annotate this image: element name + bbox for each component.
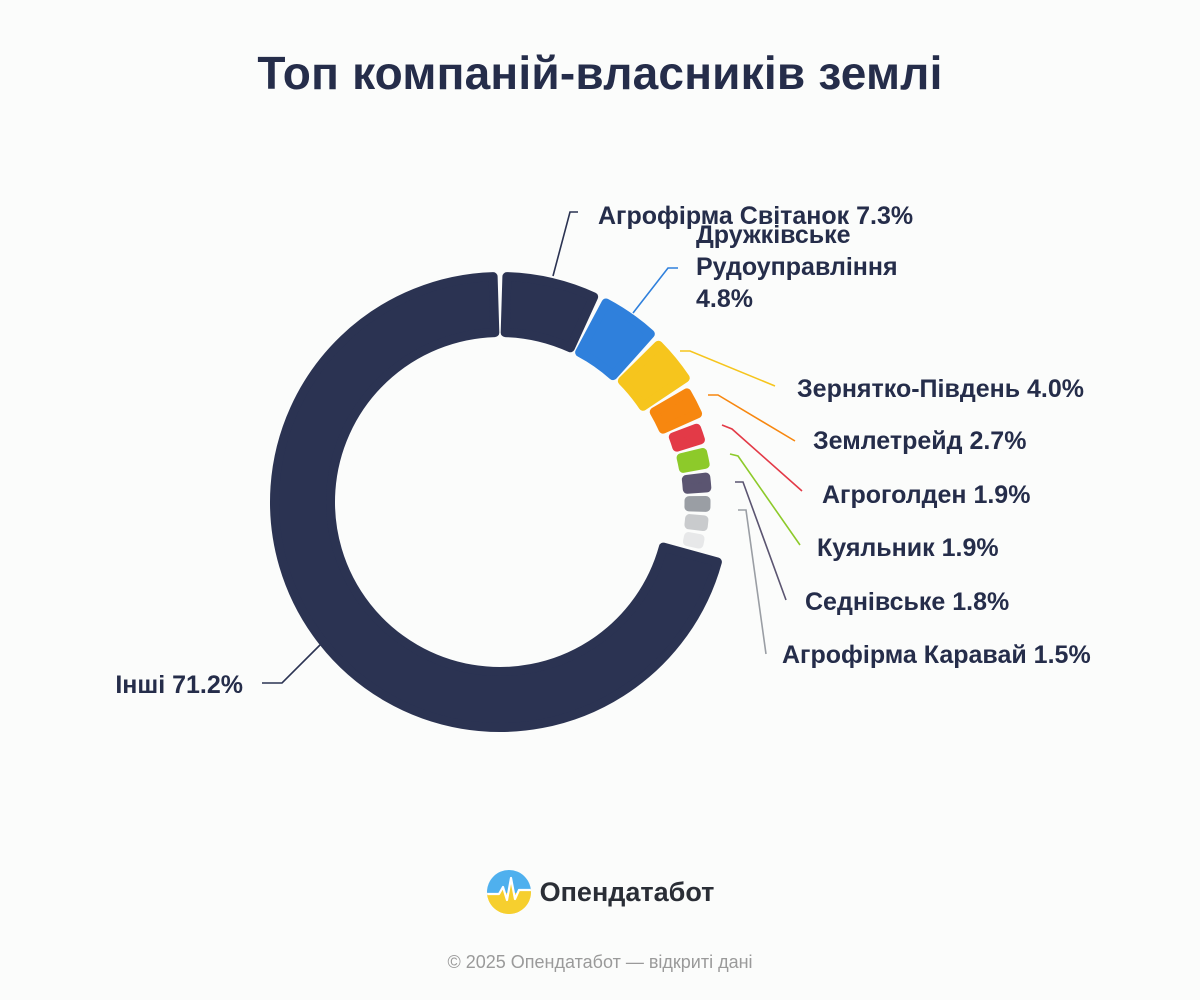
label-агрофірма-каравай: Агрофірма Каравай 1.5% (782, 641, 1091, 669)
slice-unlabeled-9 (682, 532, 705, 549)
label-агрофірма-світанок: Агрофірма Світанок 7.3% (598, 202, 913, 230)
label-землетрейд: Землетрейд 2.7% (813, 427, 1026, 455)
slice-агроголден (668, 423, 705, 452)
label-зернятко-південь: Зернятко-Південь 4.0% (797, 375, 1084, 403)
leader-line-агроголден (721, 424, 803, 492)
slice-зернятко-південь (617, 340, 690, 411)
label-дружківське-рудоуправління: Дружківське Рудоуправління 4.8% (696, 221, 898, 313)
leader-line-зернятко-південь (680, 350, 776, 387)
chart-title: Топ компаній-власників землі (257, 47, 943, 99)
footer-copyright: © 2025 Опендатабот — відкриті дані (447, 952, 753, 972)
brand: Опендатабот (0, 869, 1200, 915)
leader-line-землетрейд (708, 394, 796, 442)
leader-line-дружківське-рудоуправління (632, 267, 678, 314)
slice-labels: Агрофірма Світанок 7.3%Дружківське Рудоуп… (115, 202, 1090, 699)
slice-інші (270, 272, 722, 732)
leader-line-седнівське (735, 481, 787, 601)
label-агроголден: Агроголден 1.9% (822, 481, 1030, 509)
leader-line-інші (262, 644, 321, 684)
slice-седнівське (681, 472, 712, 494)
slice-unlabeled-8 (684, 514, 709, 532)
label-інші: Інші 71.2% (115, 671, 243, 699)
donut-chart: Агрофірма Світанок 7.3%Дружківське Рудоуп… (115, 202, 1091, 732)
donut-slices (270, 272, 722, 732)
leader-line-куяльник (729, 453, 801, 546)
leader-line-агрофірма-світанок (552, 211, 578, 277)
slice-агрофірма-світанок (500, 272, 599, 353)
label-седнівське: Седнівське 1.8% (805, 588, 1009, 616)
slice-агрофірма-каравай (684, 496, 711, 512)
slice-куяльник (676, 447, 710, 473)
label-куяльник: Куяльник 1.9% (817, 534, 999, 562)
slice-дружківське-рудоуправління (575, 298, 655, 381)
slice-землетрейд (649, 388, 703, 434)
opendatabot-logo-icon (486, 870, 531, 914)
leader-line-агрофірма-каравай (738, 509, 767, 655)
brand-name: Опендатабот (539, 876, 715, 907)
